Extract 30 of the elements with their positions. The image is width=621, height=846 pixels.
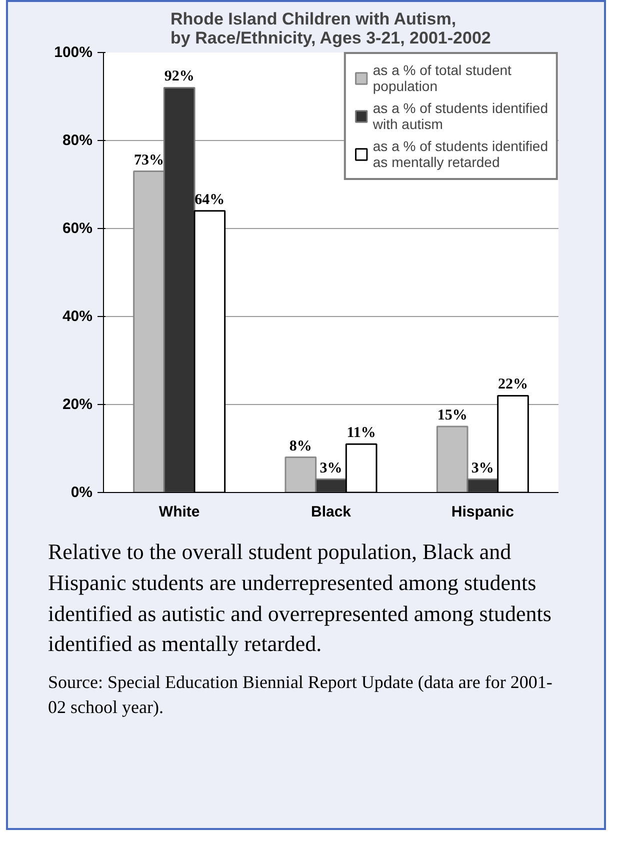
bar — [163, 86, 196, 492]
bar — [466, 478, 499, 492]
text: Relative to the overall student population, Black and Hispanic students are underrepresented among students identified as autistic and overrepresented among students identified as mentally retarded. — [48, 538, 552, 658]
data-label: 92% — [164, 68, 194, 85]
legend-label: as a % of total student population — [372, 62, 512, 94]
y-tick-label: 80% — [62, 132, 93, 149]
chart-title: Rhode Island Children with Autism, by Race/Ethnicity, Ages 3-21, 2001-2002 — [170, 10, 491, 48]
data-label: 3% — [320, 460, 342, 476]
legend-label: as a % of students identified with autism — [372, 100, 548, 132]
x-tick-label: Hispanic — [451, 504, 514, 520]
bar — [315, 478, 347, 492]
data-label: 73% — [134, 152, 164, 168]
x-tick-label: White — [158, 504, 200, 520]
data-label: 22% — [498, 376, 528, 393]
data-label: 3% — [471, 460, 494, 476]
y-tick-label: 60% — [62, 220, 93, 237]
y-tick-label: 100% — [54, 44, 93, 61]
y-tick-label: 0% — [70, 484, 93, 501]
y-tick-label: 40% — [62, 308, 93, 325]
legend-label: as a % of students identified as mentally retarded — [372, 138, 548, 170]
data-label: 64% — [194, 192, 225, 208]
data-label: 15% — [437, 408, 468, 424]
source-note: Source: Special Education Biennial Report Update (data are for 2001-02 school year). — [48, 671, 554, 720]
bar — [436, 426, 468, 492]
data-label: 11% — [346, 425, 376, 442]
bar — [133, 170, 165, 492]
data-label: 8% — [289, 438, 312, 454]
x-tick-label: Black — [310, 504, 352, 520]
y-tick-label: 20% — [62, 396, 93, 413]
bar — [284, 456, 317, 492]
